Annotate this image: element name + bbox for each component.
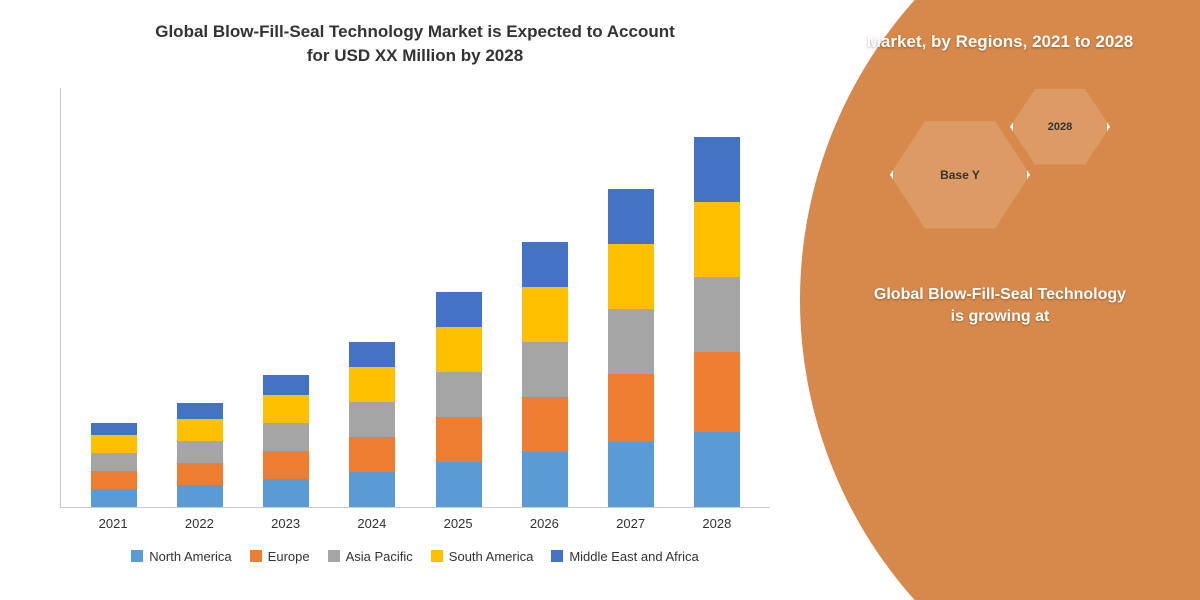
bar-seg bbox=[263, 395, 309, 423]
right-caption-line2: is growing at bbox=[951, 308, 1050, 325]
bar-seg bbox=[263, 479, 309, 507]
bar-2023 bbox=[263, 375, 309, 507]
bar-seg bbox=[522, 452, 568, 507]
bar-2025 bbox=[436, 292, 482, 507]
right-caption: Global Blow-Fill-Seal Technology is grow… bbox=[820, 284, 1180, 329]
bar-seg bbox=[91, 471, 137, 489]
bar-seg bbox=[91, 453, 137, 471]
bar-seg bbox=[177, 463, 223, 485]
legend-swatch bbox=[431, 550, 443, 562]
legend-label: Middle East and Africa bbox=[569, 549, 698, 564]
hex-large: Base Y bbox=[890, 114, 1030, 236]
right-panel: Market, by Regions, 2021 to 2028 Base Y … bbox=[800, 0, 1200, 600]
bar-seg bbox=[349, 342, 395, 367]
right-caption-line1: Global Blow-Fill-Seal Technology bbox=[874, 286, 1126, 303]
x-label: 2023 bbox=[263, 516, 309, 531]
bar-seg bbox=[608, 374, 654, 442]
x-label: 2021 bbox=[90, 516, 136, 531]
bar-seg bbox=[349, 402, 395, 437]
x-axis: 2021 2022 2023 2024 2025 2026 2027 2028 bbox=[60, 508, 770, 531]
bar-seg bbox=[349, 367, 395, 402]
chart-title: Global Blow-Fill-Seal Technology Market … bbox=[60, 20, 770, 68]
bar-seg bbox=[177, 403, 223, 419]
bar-seg bbox=[263, 451, 309, 479]
bar-2021 bbox=[91, 423, 137, 507]
bar-seg bbox=[263, 423, 309, 451]
legend-item: South America bbox=[431, 549, 534, 564]
legend-item: Asia Pacific bbox=[328, 549, 413, 564]
bar-2027 bbox=[608, 189, 654, 507]
bar-seg bbox=[436, 417, 482, 462]
bar-seg bbox=[522, 242, 568, 287]
legend-swatch bbox=[131, 550, 143, 562]
bar-2022 bbox=[177, 403, 223, 507]
legend-swatch bbox=[250, 550, 262, 562]
x-label: 2025 bbox=[435, 516, 481, 531]
x-label: 2027 bbox=[608, 516, 654, 531]
bar-seg bbox=[91, 423, 137, 435]
legend-label: North America bbox=[149, 549, 231, 564]
legend-swatch bbox=[551, 550, 563, 562]
bar-seg bbox=[608, 442, 654, 507]
hex-diagram: Base Y 2028 bbox=[870, 84, 1130, 254]
bars-container bbox=[61, 88, 770, 507]
bar-seg bbox=[522, 287, 568, 342]
chart-title-line1: Global Blow-Fill-Seal Technology Market … bbox=[155, 22, 675, 41]
bar-2028 bbox=[694, 137, 740, 507]
x-label: 2022 bbox=[176, 516, 222, 531]
right-content: Market, by Regions, 2021 to 2028 Base Y … bbox=[800, 0, 1200, 359]
bar-seg bbox=[177, 441, 223, 463]
bar-seg bbox=[436, 372, 482, 417]
bar-seg bbox=[436, 292, 482, 327]
bar-seg bbox=[177, 419, 223, 441]
bar-seg bbox=[91, 435, 137, 453]
legend: North America Europe Asia Pacific South Ame… bbox=[60, 549, 770, 564]
legend-label: Europe bbox=[268, 549, 310, 564]
legend-swatch bbox=[328, 550, 340, 562]
chart-title-line2: for USD XX Million by 2028 bbox=[307, 46, 523, 65]
x-label: 2026 bbox=[521, 516, 567, 531]
legend-item: North America bbox=[131, 549, 231, 564]
hex-large-label: Base Y bbox=[940, 168, 980, 182]
bar-seg bbox=[436, 327, 482, 372]
x-label: 2024 bbox=[349, 516, 395, 531]
bar-seg bbox=[608, 309, 654, 374]
bar-seg bbox=[694, 202, 740, 277]
bar-seg bbox=[694, 277, 740, 352]
bar-seg bbox=[349, 472, 395, 507]
legend-label: Asia Pacific bbox=[346, 549, 413, 564]
bar-2026 bbox=[522, 242, 568, 507]
bar-seg bbox=[522, 342, 568, 397]
bar-seg bbox=[608, 189, 654, 244]
bar-seg bbox=[522, 397, 568, 452]
bar-2024 bbox=[349, 342, 395, 507]
legend-item: Europe bbox=[250, 549, 310, 564]
bar-seg bbox=[349, 437, 395, 472]
bar-seg bbox=[177, 485, 223, 507]
legend-item: Middle East and Africa bbox=[551, 549, 698, 564]
bar-seg bbox=[263, 375, 309, 395]
bar-seg bbox=[694, 137, 740, 202]
chart-panel: Global Blow-Fill-Seal Technology Market … bbox=[0, 0, 800, 600]
bar-seg bbox=[694, 432, 740, 507]
legend-label: South America bbox=[449, 549, 534, 564]
right-title: Market, by Regions, 2021 to 2028 bbox=[820, 30, 1180, 54]
bar-seg bbox=[694, 352, 740, 432]
x-label: 2028 bbox=[694, 516, 740, 531]
hex-small-label: 2028 bbox=[1048, 121, 1072, 133]
chart-area bbox=[60, 88, 770, 508]
hex-small: 2028 bbox=[1010, 84, 1110, 170]
bar-seg bbox=[608, 244, 654, 309]
bar-seg bbox=[91, 489, 137, 507]
bar-seg bbox=[436, 462, 482, 507]
